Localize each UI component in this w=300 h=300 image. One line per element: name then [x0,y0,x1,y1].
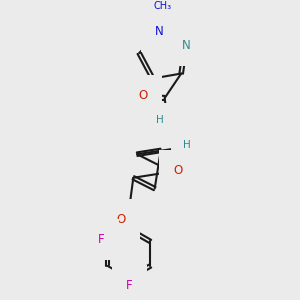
Text: N: N [182,38,191,52]
Text: H: H [183,140,191,150]
Text: CH₃: CH₃ [154,1,172,11]
Text: F: F [126,279,133,292]
Text: H: H [156,116,164,125]
Text: O: O [174,164,183,177]
Text: N: N [155,25,164,38]
Text: O: O [138,89,147,102]
Text: F: F [98,233,104,246]
Text: O: O [117,213,126,226]
